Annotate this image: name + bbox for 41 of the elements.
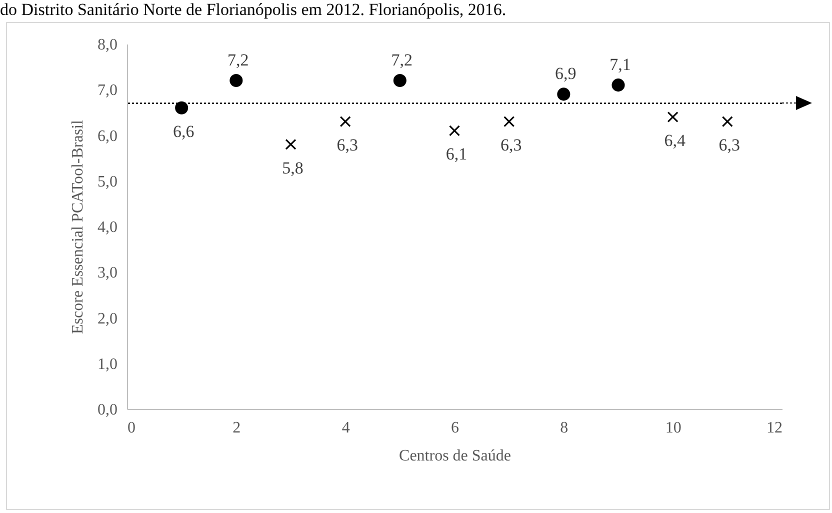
- point: [667, 111, 678, 123]
- point: [557, 88, 570, 101]
- data-label: 6,3: [336, 136, 358, 155]
- y-tick-label: 7,0: [98, 82, 118, 100]
- x-axis-title: Centros de Saúde: [399, 448, 511, 464]
- data-label: 6,1: [446, 144, 468, 164]
- point: [393, 74, 406, 88]
- data-label: 7,2: [391, 50, 413, 70]
- data-label: 6,4: [664, 131, 686, 150]
- y-tick-label: 6,0: [98, 128, 118, 145]
- data-label: 6,6: [172, 122, 194, 141]
- point: [230, 74, 243, 88]
- y-tick-label: 0,0: [98, 402, 118, 418]
- y-tick-label: 8,0: [98, 36, 118, 54]
- x-tick-label: 4: [342, 420, 350, 436]
- point: [448, 125, 460, 136]
- y-tick-label: 4,0: [98, 219, 118, 236]
- point: [504, 116, 515, 128]
- data-label: 6,3: [718, 136, 740, 155]
- x-tick-label: 2: [232, 420, 241, 436]
- x-tick-label: 8: [560, 420, 568, 436]
- x-tick-label: 0: [128, 420, 136, 436]
- x-tick-label: 10: [665, 420, 682, 436]
- data-label: 7,2: [228, 50, 249, 70]
- y-axis-title: Escore Essencial PCATool-Brasil: [70, 119, 86, 334]
- point: [612, 78, 625, 92]
- point: [285, 138, 296, 150]
- x-tick-label: 12: [766, 420, 782, 436]
- data-label: 5,8: [282, 158, 304, 178]
- data-label: 7,1: [610, 55, 631, 74]
- point: [340, 116, 351, 128]
- chart-title: do Distrito Sanitário Norte de Florianópolis em 2012. Florianópolis, 2016.: [0, 0, 508, 20]
- y-tick-label: 5,0: [98, 173, 118, 190]
- y-tick-label: 1,0: [98, 356, 118, 373]
- x-tick-label: 6: [451, 420, 459, 436]
- y-tick-label: 3,0: [98, 264, 118, 282]
- y-tick-label: 2,0: [98, 310, 118, 328]
- point: [722, 116, 733, 128]
- point: [175, 101, 188, 114]
- data-label: 6,3: [500, 136, 522, 155]
- data-label: 6,9: [555, 64, 576, 84]
